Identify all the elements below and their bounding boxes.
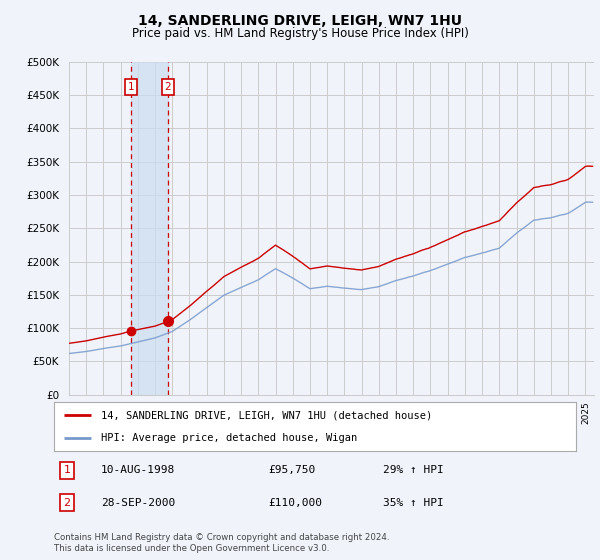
Text: 2: 2 [64,498,71,508]
Text: Contains HM Land Registry data © Crown copyright and database right 2024.
This d: Contains HM Land Registry data © Crown c… [54,533,389,553]
Text: 1: 1 [128,82,134,92]
Text: 1: 1 [64,465,71,475]
Text: 28-SEP-2000: 28-SEP-2000 [101,498,175,508]
Text: 14, SANDERLING DRIVE, LEIGH, WN7 1HU (detached house): 14, SANDERLING DRIVE, LEIGH, WN7 1HU (de… [101,410,432,421]
Text: £110,000: £110,000 [268,498,322,508]
Bar [131,62,168,395]
Text: 14, SANDERLING DRIVE, LEIGH, WN7 1HU: 14, SANDERLING DRIVE, LEIGH, WN7 1HU [138,14,462,28]
Text: 2: 2 [164,82,171,92]
Text: HPI: Average price, detached house, Wigan: HPI: Average price, detached house, Wiga… [101,433,357,444]
Text: £95,750: £95,750 [268,465,315,475]
Text: 35% ↑ HPI: 35% ↑ HPI [383,498,443,508]
Text: 29% ↑ HPI: 29% ↑ HPI [383,465,443,475]
Text: 10-AUG-1998: 10-AUG-1998 [101,465,175,475]
Text: Price paid vs. HM Land Registry's House Price Index (HPI): Price paid vs. HM Land Registry's House … [131,27,469,40]
